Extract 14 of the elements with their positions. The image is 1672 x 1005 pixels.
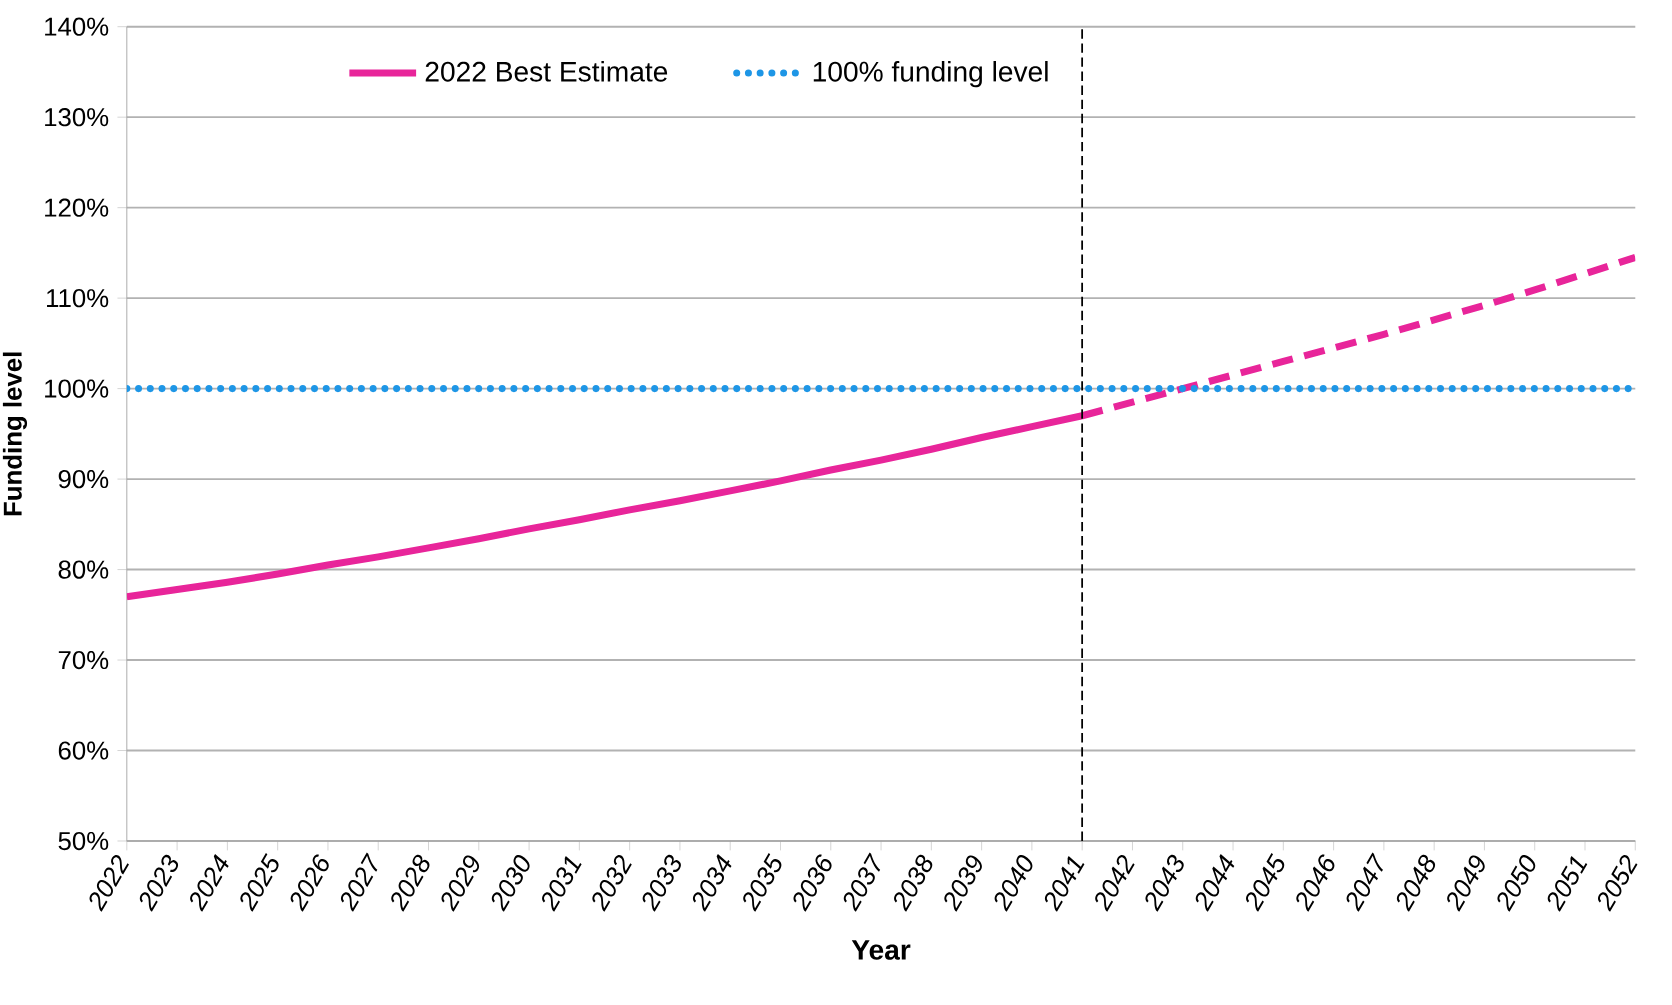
- y-tick-label: 110%: [47, 289, 109, 308]
- legend-label: 2022 Best Estimate: [425, 61, 668, 82]
- y-tick-label: 130%: [45, 108, 109, 127]
- x-axis-title: Year: [851, 940, 911, 961]
- y-tick-label: 70%: [58, 651, 109, 670]
- y-tick-label: 100%: [45, 379, 109, 398]
- y-tick-label: 120%: [45, 198, 109, 218]
- y-tick-label: 80%: [58, 560, 109, 579]
- y-tick-label: 60%: [58, 741, 109, 760]
- y-tick-label: 90%: [58, 470, 109, 489]
- y-tick-label: 140%: [45, 17, 109, 37]
- legend-label: 100% funding level: [813, 61, 1048, 88]
- y-axis-title: Funding level: [2, 352, 28, 516]
- y-tick-label: 50%: [58, 832, 109, 851]
